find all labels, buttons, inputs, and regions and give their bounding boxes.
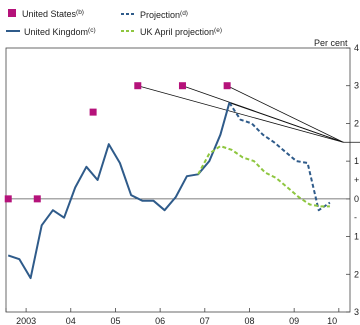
x-tick-label-7: 10 (327, 316, 337, 325)
legend-label-projection: Projection(d) (140, 10, 188, 20)
y-tick-label-4: + (354, 175, 359, 185)
series-line-projection (228, 102, 331, 212)
point-united-states-0 (4, 195, 12, 203)
series-line-uk-april-projection (197, 145, 330, 208)
annotation-line-0 (137, 85, 344, 143)
legend-item-united-kingdom: United Kingdom(c) (6, 27, 96, 37)
x-tick-label-1: 04 (66, 316, 76, 325)
y-tick-label-1: 3 (354, 81, 359, 91)
legend-item-uk-april-projection: UK April projection(e) (121, 27, 222, 37)
point-united-states-3 (134, 82, 142, 90)
legend-label-united-kingdom: United Kingdom(c) (24, 27, 96, 37)
plot-frame (5, 47, 351, 313)
legend-item-projection: Projection(d) (121, 10, 188, 20)
legend-label-united-states: United States(b) (22, 9, 84, 19)
x-tick-label-3: 06 (155, 316, 165, 325)
point-united-states-1 (33, 195, 41, 203)
x-tick-label-6: 09 (289, 316, 299, 325)
y-tick-label-2: 2 (354, 118, 359, 128)
y-tick-label-7: 1 (354, 232, 359, 242)
unit-label: Per cent (314, 38, 348, 48)
y-tick-label-5: 0 (354, 194, 359, 204)
x-tick-label-5: 08 (244, 316, 254, 325)
x-tick-label-4: 07 (200, 316, 210, 325)
x-tick-label-0: 2003 (16, 316, 36, 325)
point-united-states-4 (178, 82, 186, 90)
x-tick-label-2: 05 (110, 316, 120, 325)
annotation-line-2 (226, 85, 344, 143)
y-tick-label-9: 3 (354, 307, 359, 317)
legend-label-uk-april-projection: UK April projection(e) (140, 27, 222, 37)
y-tick-label-3: 1 (354, 156, 359, 166)
point-united-states-5 (223, 82, 231, 90)
legend-item-united-states: United States(b) (8, 9, 84, 19)
point-united-states-2 (89, 108, 97, 116)
y-tick-label-8: 2 (354, 269, 359, 279)
legend-swatch-united-states (8, 9, 16, 17)
legend: United States(b) United Kingdom(c) Proje… (6, 9, 222, 37)
annotation-line-3 (229, 102, 344, 143)
y-tick-label-6: - (354, 213, 357, 223)
y-tick-label-0: 4 (354, 43, 359, 53)
series-line-united-kingdom (7, 102, 231, 280)
